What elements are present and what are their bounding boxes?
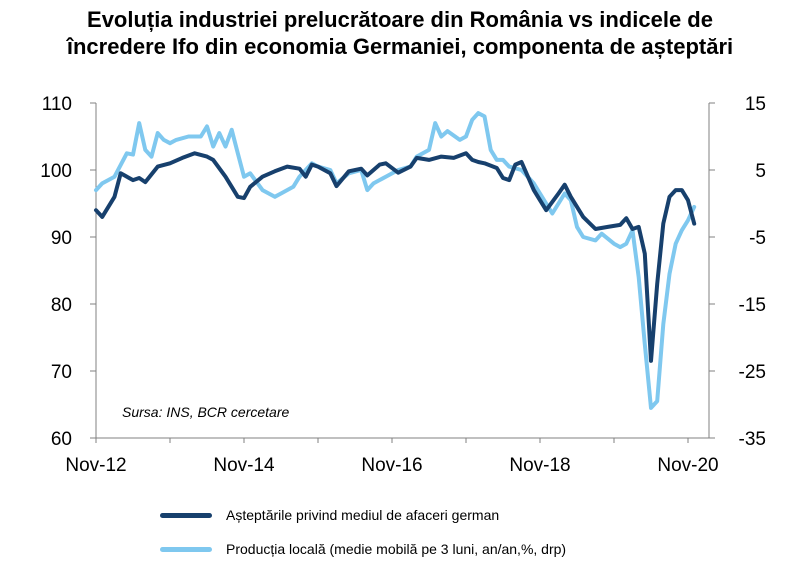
x-tick-label: Nov-18 — [509, 455, 570, 476]
x-tick-label: Nov-20 — [657, 455, 718, 476]
x-tick-label: Nov-12 — [65, 455, 126, 476]
y-left-tick-label: 100 — [40, 161, 72, 182]
legend-label-productie: Producția locală (medie mobilă pe 3 luni… — [226, 541, 567, 557]
legend-swatch-ifo — [160, 512, 212, 518]
x-tick-label: Nov-16 — [361, 455, 422, 476]
chart-axes: 60 70 80 90 100 110 -35 -25 -15 -5 5 15 Nov-12 Nov-14… — [40, 94, 766, 476]
legend-item-ifo: Așteptările privind mediul de afaceri ge… — [160, 504, 566, 526]
x-tick-label: Nov-14 — [213, 455, 275, 476]
chart-title-line-2: încredere Ifo din economia Germaniei, co… — [66, 34, 734, 59]
y-right-tick-label: 5 — [755, 161, 766, 182]
series-line-ifo — [94, 151, 697, 363]
legend-item-productie: Producția locală (medie mobilă pe 3 luni… — [160, 538, 566, 560]
y-left-tick-label: 110 — [42, 94, 72, 115]
y-left-tick-label: 90 — [51, 228, 72, 249]
y-left-tick-label: 70 — [51, 362, 72, 383]
legend-swatch-productie — [160, 546, 212, 552]
y-left-tick-label: 60 — [51, 429, 72, 450]
chart-legend: Așteptările privind mediul de afaceri ge… — [160, 504, 566, 572]
source-note: Sursa: INS, BCR cercetare — [122, 404, 289, 420]
y-right-tick-label: -35 — [739, 429, 766, 450]
y-right-tick-label: -5 — [749, 228, 766, 249]
chart-title-line-1: Evoluția industriei prelucrătoare din Ro… — [87, 7, 713, 32]
y-left-tick-label: 80 — [51, 295, 72, 316]
y-right-tick-label: -25 — [739, 362, 766, 383]
y-right-tick-label: -15 — [739, 295, 766, 316]
chart-title: Evoluția industriei prelucrătoare din Ro… — [0, 6, 800, 60]
legend-label-ifo: Așteptările privind mediul de afaceri ge… — [226, 507, 500, 523]
y-right-tick-label: 15 — [745, 94, 766, 115]
chart-series — [94, 111, 697, 410]
